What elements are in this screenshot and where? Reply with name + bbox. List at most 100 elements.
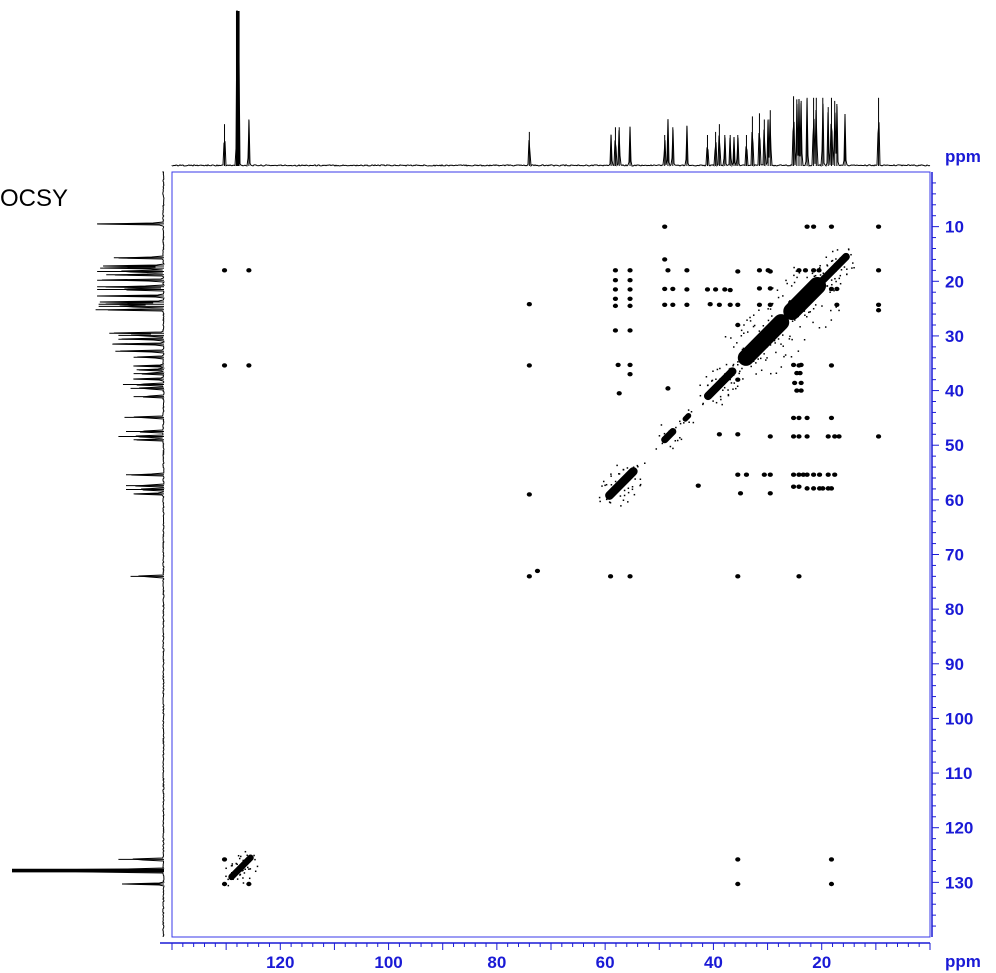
diagonal-speckle [238,857,241,860]
diagonal-speckle [789,300,791,302]
diagonal-speckle [812,307,815,310]
diagonal-speckle [793,266,795,269]
diagonal-speckle [613,492,616,495]
cross-peak [627,328,633,333]
diagonal-speckle [719,367,721,370]
diagonal-speckle [622,469,625,471]
diagonal-speckle [615,483,618,486]
diagonal-speckle [780,366,783,368]
diagonal-speckle [827,271,829,273]
diagonal-speckle [699,384,701,387]
diagonal-speckle [797,350,800,352]
cross-peak [221,857,228,862]
diagonal-speckle [246,863,249,865]
diagonal-speckle [781,327,784,330]
cross-peak [828,881,835,887]
cross-peak [796,574,802,579]
cross-peak [727,287,733,293]
cross-peak [735,269,741,274]
cross-peak [767,434,773,439]
diagonal-peak [228,854,254,881]
diagonal-speckle [822,282,825,284]
cross-peak [735,857,741,862]
diagonal-peak [737,314,790,366]
y-tick-label: 50 [945,436,964,455]
cross-peak [526,492,532,497]
cross-peak [627,303,633,309]
diagonal-speckle [702,403,704,406]
diagonal-speckle [835,270,837,273]
cross-peak [716,302,722,307]
diagonal-speckle [644,462,646,464]
cross-peak [662,257,668,262]
x-tick-label: 100 [374,953,402,972]
cross-peak [798,380,804,386]
cross-peak [735,377,741,382]
diagonal-speckle [739,370,741,373]
diagonal-speckle [840,269,843,271]
diagonal-speckle [774,342,776,344]
diagonal-speckle [254,870,257,873]
diagonal-speckle [625,472,628,475]
diagonal-speckle [777,296,780,299]
cross-peak [612,303,619,309]
diagonal-speckle [627,487,630,490]
cross-peak [875,302,882,307]
diagonal-speckle [826,285,829,287]
diagonal-speckle [609,502,612,504]
diagonal-speckle [664,434,667,437]
diagonal-speckle [782,295,784,297]
diagonal-speckle [760,348,762,351]
cross-peak [627,362,633,368]
diagonal-speckle [688,421,690,423]
x-tick-label: 40 [704,953,723,972]
diagonal-speckle [750,355,753,358]
diagonal-speckle [773,339,776,342]
diagonal-speckle [830,319,833,321]
diagonal-speckle [605,498,608,501]
diagonal-speckle [727,375,730,378]
diagonal-speckle [231,872,233,874]
diagonal-speckle [599,500,601,503]
diagonal-speckle [829,273,831,276]
cross-peak [798,362,804,368]
diagonal-speckle [803,338,806,341]
diagonal-speckle [803,310,806,312]
diagonal-speckle [679,436,681,439]
cross-peak [526,574,532,579]
diagonal-speckle [232,878,234,881]
x-tick-label: 80 [487,953,506,972]
diagonal-speckle [674,431,676,434]
cross-peak [612,268,619,273]
diagonal-speckle [740,329,743,332]
diagonal-speckle [639,484,641,487]
diagonal-speckle [737,363,739,366]
y-tick-label: 120 [945,819,973,838]
diagonal-speckle [636,464,639,467]
y-unit-label: ppm [945,147,981,166]
cross-peak [790,472,797,477]
cross-peak [735,574,741,579]
diagonal-speckle [793,274,795,277]
plot-area-border [171,171,931,938]
diagonal-speckle [253,854,255,857]
diagonal-speckle [235,862,237,865]
diagonal-speckle [631,488,634,491]
cross-peak [716,432,722,437]
diagonal-speckle [741,367,743,370]
diagonal-speckle [821,282,824,285]
diagonal-speckle [666,433,668,436]
diagonal-speckle [831,250,834,253]
x-axis: 120 100 80 60 40 20 ppm [160,942,981,972]
diagonal-speckle [804,314,806,316]
diagonal-speckle [755,373,757,375]
x-ticks: 120 100 80 60 40 20 [171,943,931,972]
diagonal-speckle [685,417,688,420]
diagonal-speckle [730,382,733,384]
diagonal-speckle [789,335,791,338]
cross-peak [627,574,633,579]
cross-peak [828,224,835,229]
diagonal-speckle [655,448,658,450]
diagonal-speckle [242,859,244,862]
cross-peak [767,269,773,274]
